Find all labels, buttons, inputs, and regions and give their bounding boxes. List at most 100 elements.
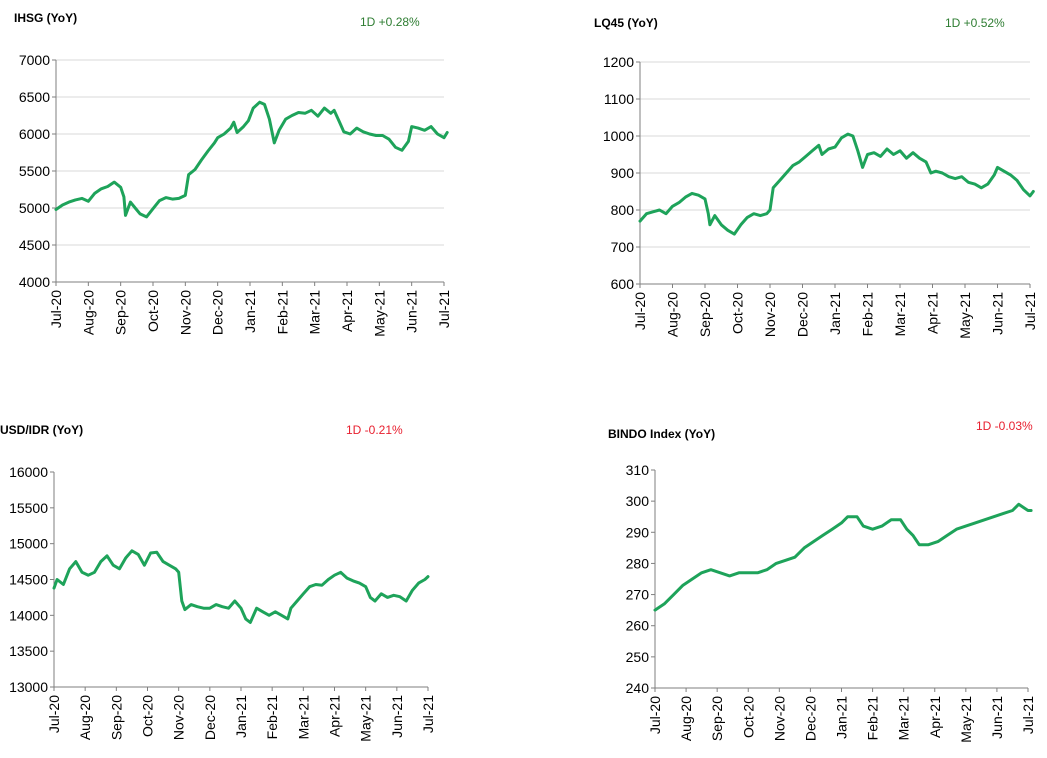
- x-tick-label: Dec-20: [795, 292, 811, 337]
- y-tick-label: 13500: [9, 643, 48, 659]
- x-tick-label: Mar-21: [892, 292, 908, 337]
- x-tick-label: Apr-21: [339, 290, 355, 332]
- x-tick-label: Jul-21: [436, 290, 452, 328]
- x-tick-label: Feb-21: [264, 695, 280, 740]
- x-tick-label: Mar-21: [307, 290, 323, 335]
- x-tick-label: Jul-21: [420, 695, 436, 733]
- y-tick-label: 900: [611, 165, 635, 181]
- daily-change: 1D -0.21%: [346, 423, 403, 437]
- x-tick-label: Apr-21: [927, 696, 943, 738]
- chart-lq45: LQ45 (YoY) 1D +0.52% 600 700 800 900 1000 1100 1…: [594, 16, 1038, 339]
- y-tick-label: 240: [626, 680, 650, 696]
- chart-panel-usdidr: USD/IDR (YoY) 1D -0.21% 13000 13500 14000 145…: [0, 400, 460, 753]
- y-tick-label: 280: [626, 555, 650, 571]
- x-tick-label: Oct-20: [730, 292, 746, 334]
- y-tick-label: 5000: [19, 200, 50, 216]
- x-tick-label: Mar-21: [896, 696, 912, 741]
- x-tick-label: Sep-20: [709, 696, 725, 741]
- chart-title: USD/IDR (YoY): [0, 423, 83, 437]
- x-tick-label: Jan-21: [242, 290, 258, 333]
- x-tick-label: Jul-21: [1022, 292, 1038, 330]
- y-tick-label: 800: [611, 202, 635, 218]
- x-tick-label: Nov-20: [762, 292, 778, 337]
- x-tick-label: May-21: [958, 696, 974, 743]
- x-tick-label: Sep-20: [697, 292, 713, 337]
- chart-usdidr: USD/IDR (YoY) 1D -0.21% 13000 13500 14000 145…: [0, 423, 436, 742]
- y-tick-label: 270: [626, 587, 650, 603]
- x-tick-label: Jun-21: [989, 696, 1005, 739]
- y-tick-label: 300: [626, 493, 650, 509]
- x-tick-label: May-21: [371, 290, 387, 337]
- series-line: [52, 549, 430, 624]
- y-tick-label: 290: [626, 524, 650, 540]
- y-tick-label: 600: [611, 276, 635, 292]
- daily-change: 1D +0.52%: [945, 16, 1005, 30]
- y-tick-label: 5500: [19, 163, 50, 179]
- x-tick-label: Jul-21: [1020, 696, 1036, 734]
- x-tick-label: Nov-20: [171, 695, 187, 740]
- x-tick-label: Jul-20: [48, 290, 64, 328]
- x-tick-label: Apr-21: [327, 695, 343, 737]
- x-tick-label: Jan-21: [233, 695, 249, 738]
- x-tick-label: Nov-20: [771, 696, 787, 741]
- x-tick-label: Apr-21: [925, 292, 941, 334]
- x-tick-label: Jun-21: [990, 292, 1006, 335]
- x-tick-label: Dec-20: [202, 695, 218, 740]
- chart-title: BINDO Index (YoY): [608, 427, 715, 441]
- chart-bindo: BINDO Index (YoY) 1D -0.03% 240 250 260 270 28…: [608, 419, 1036, 743]
- x-tick-label: Feb-21: [274, 290, 290, 335]
- x-tick-label: Jan-21: [827, 292, 843, 335]
- x-tick-label: Aug-20: [665, 292, 681, 337]
- x-tick-label: Jan-21: [834, 696, 850, 739]
- x-tick-label: Dec-20: [210, 290, 226, 335]
- chart-panel-bindo: BINDO Index (YoY) 1D -0.03% 240 250 260 270 28…: [600, 400, 1047, 753]
- x-tick-label: Oct-20: [140, 695, 156, 737]
- series-line: [653, 502, 1033, 612]
- series-line: [638, 132, 1035, 236]
- y-tick-label: 1100: [604, 91, 634, 107]
- chart-title: IHSG (YoY): [14, 11, 77, 25]
- x-tick-label: May-21: [957, 292, 973, 339]
- x-tick-label: Oct-20: [145, 290, 161, 332]
- x-tick-label: Jul-20: [632, 292, 648, 330]
- x-tick-label: Jun-21: [389, 695, 405, 738]
- chart-panel-lq45: LQ45 (YoY) 1D +0.52% 600 700 800 900 1000 1100 1…: [590, 0, 1047, 350]
- chart-title: LQ45 (YoY): [594, 16, 658, 30]
- y-tick-label: 700: [611, 239, 635, 255]
- x-tick-label: May-21: [358, 695, 374, 742]
- x-tick-label: Mar-21: [295, 695, 311, 740]
- y-tick-label: 14500: [9, 572, 48, 588]
- y-tick-label: 310: [626, 462, 650, 478]
- daily-change: 1D -0.03%: [976, 419, 1033, 433]
- y-tick-label: 16000: [9, 464, 48, 480]
- y-tick-label: 15500: [9, 500, 48, 516]
- y-tick-label: 4500: [19, 237, 50, 253]
- y-tick-label: 7000: [19, 52, 50, 68]
- x-tick-label: Oct-20: [740, 696, 756, 738]
- y-tick-label: 250: [626, 649, 650, 665]
- x-tick-label: Jun-21: [404, 290, 420, 333]
- x-tick-label: Sep-20: [108, 695, 124, 740]
- chart-ihsg: IHSG (YoY) 1D +0.28% 4000 4500 5000 5500 6000 6…: [14, 11, 452, 337]
- daily-change: 1D +0.28%: [360, 15, 420, 29]
- x-tick-label: Dec-20: [802, 696, 818, 741]
- y-tick-label: 1000: [603, 128, 634, 144]
- x-tick-label: Sep-20: [113, 290, 129, 335]
- x-tick-label: Jul-20: [46, 695, 62, 733]
- y-tick-label: 1200: [603, 54, 634, 70]
- x-tick-label: Jul-20: [647, 696, 663, 734]
- x-tick-label: Feb-21: [865, 696, 881, 741]
- y-tick-label: 6000: [19, 126, 50, 142]
- x-tick-label: Nov-20: [177, 290, 193, 335]
- x-tick-label: Aug-20: [80, 290, 96, 335]
- y-tick-label: 13000: [9, 679, 48, 695]
- x-tick-label: Feb-21: [860, 292, 876, 337]
- chart-panel-ihsg: IHSG (YoY) 1D +0.28% 4000 4500 5000 5500 6000 6…: [0, 0, 460, 350]
- x-tick-label: Aug-20: [678, 696, 694, 741]
- y-tick-label: 14000: [9, 607, 48, 623]
- y-tick-label: 260: [626, 618, 650, 634]
- series-line: [54, 100, 449, 219]
- y-tick-label: 15000: [9, 536, 48, 552]
- y-tick-label: 4000: [19, 274, 50, 290]
- x-tick-label: Aug-20: [77, 695, 93, 740]
